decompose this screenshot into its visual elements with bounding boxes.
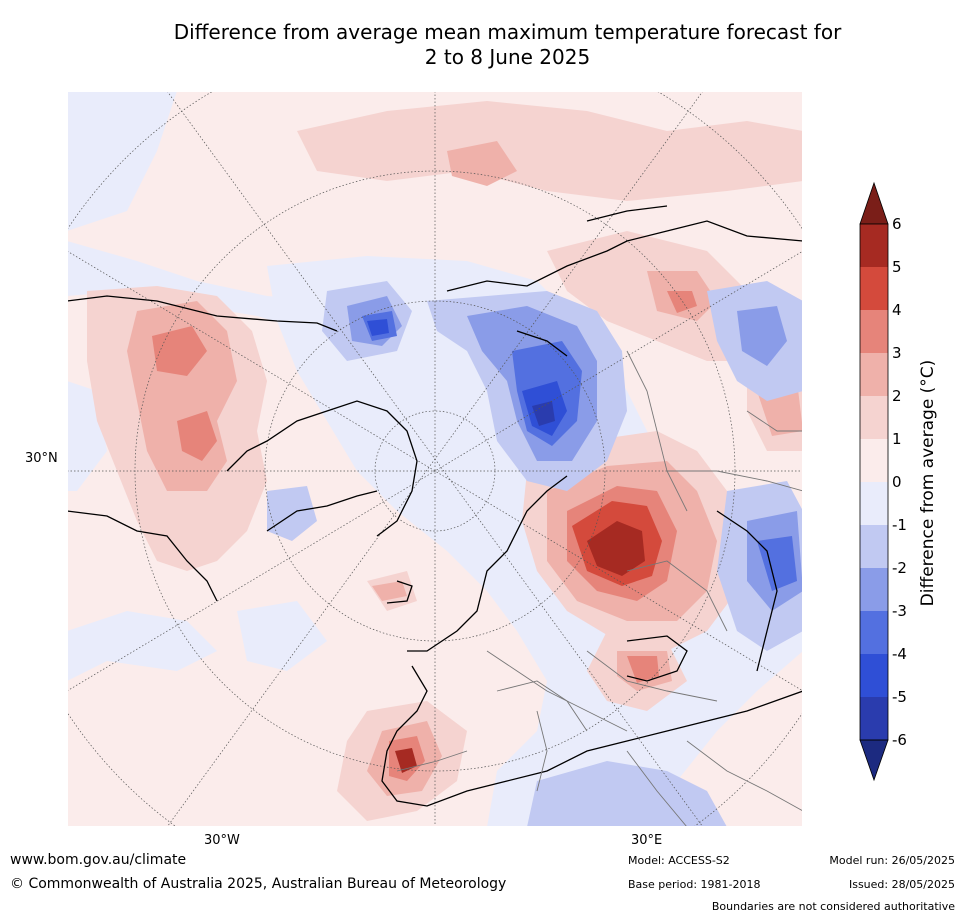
colorbar-cells [859,181,889,782]
warm-anomaly-very-strong [395,501,662,773]
colorbar-cell [860,697,888,740]
longitude-label-30e: 30°E [631,833,663,848]
colorbar-tick-label: 2 [892,387,902,405]
colorbar-title: Difference from average (°C) [918,359,938,607]
title-line-1: Difference from average mean maximum tem… [173,20,842,44]
map-title: Difference from average mean maximum tem… [60,20,955,70]
colorbar-frame [859,223,889,741]
graticule [67,91,803,827]
footer-model: Model: ACCESS-S2 [628,854,730,867]
colorbar-cell [860,310,888,353]
footer-issued: Issued: 28/05/2025 [848,878,955,891]
colorbar-tick-label: -1 [892,516,907,534]
colorbar-tick-label: 6 [892,215,902,233]
footer-copyright: © Commonwealth of Australia 2025, Austra… [10,876,507,892]
colorbar-tick-label: 1 [892,430,902,448]
colorbar-tick-label: 0 [892,473,902,491]
footer-disclaimer: Boundaries are not considered authoritat… [711,900,955,913]
footer-base-period: Base period: 1981-2018 [628,878,761,891]
colorbar-tick-label: -6 [892,731,907,749]
footer-model-run: Model run: 26/05/2025 [829,854,955,867]
colorbar-tick-label: -5 [892,688,907,706]
coastlines [67,205,803,807]
colorbar-extend-low [859,739,889,782]
colorbar-cell [860,568,888,611]
colorbar-cell [860,224,888,267]
colorbar-cell [860,654,888,697]
colorbar [859,181,889,782]
colorbar-cell [860,396,888,439]
colorbar-cell [860,353,888,396]
colorbar-tick-label: 5 [892,258,902,276]
colorbar-tick-label: -3 [892,602,907,620]
temperature-anomaly-map [67,91,803,827]
longitude-label-30w: 30°W [204,833,240,848]
colorbar-tick-label: 3 [892,344,902,362]
colorbar-cell [860,439,888,482]
footer-url[interactable]: www.bom.gov.au/climate [10,852,187,868]
cool-anomaly-peak [532,401,555,426]
colorbar-extend-high [859,181,889,225]
colorbar-cell [860,611,888,654]
latitude-label-30n: 30°N [25,451,58,466]
colorbar-tick-label: -2 [892,559,907,577]
colorbar-tick-label: -4 [892,645,907,663]
title-line-2: 2 to 8 June 2025 [424,45,591,69]
colorbar-cell [860,267,888,310]
country-borders [396,350,803,827]
colorbar-tick-label: 4 [892,301,902,319]
colorbar-cell [860,482,888,525]
colorbar-cell [860,525,888,568]
